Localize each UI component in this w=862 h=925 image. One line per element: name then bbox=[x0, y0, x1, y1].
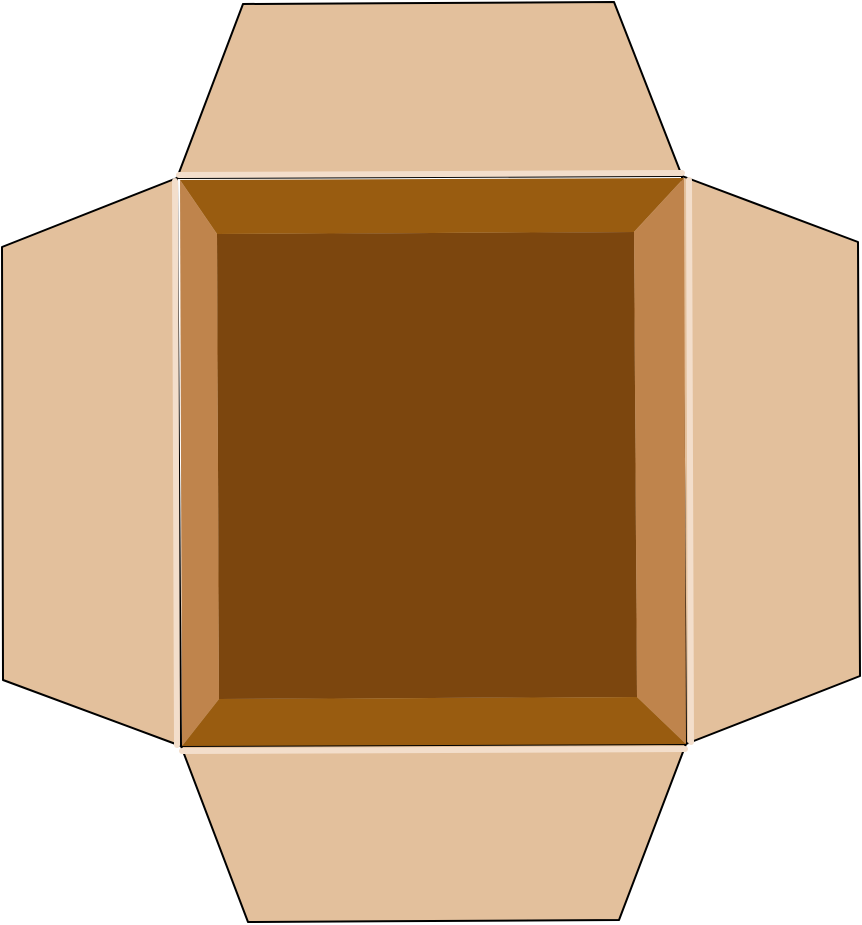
bottom-inner-wall bbox=[182, 697, 686, 746]
top-flap bbox=[176, 1, 683, 179]
right-inner-wall bbox=[634, 178, 686, 744]
right-fold-highlight bbox=[686, 177, 694, 745]
top-inner-wall bbox=[180, 178, 684, 234]
left-fold-highlight bbox=[172, 178, 180, 748]
bottom-fold-highlight bbox=[179, 746, 688, 754]
bottom-flap bbox=[180, 743, 687, 923]
left-flap bbox=[1, 177, 182, 747]
right-flap bbox=[681, 175, 861, 745]
top-fold-highlight bbox=[176, 170, 685, 178]
left-inner-wall bbox=[180, 180, 219, 746]
box-floor bbox=[217, 232, 637, 699]
